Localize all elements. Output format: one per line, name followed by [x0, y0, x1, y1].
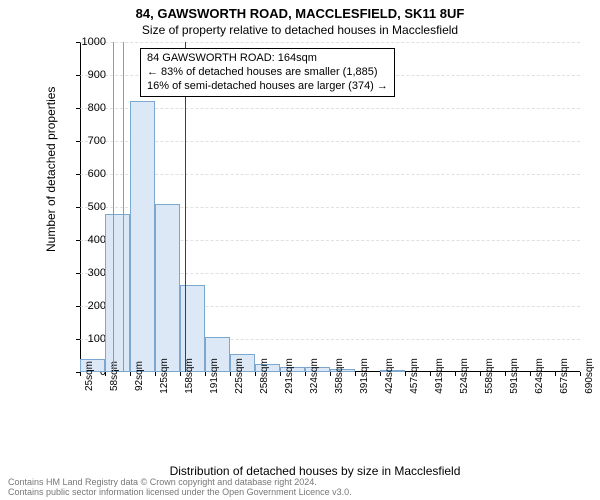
- xtick-label: 457sqm: [409, 358, 420, 394]
- footer-attribution: Contains HM Land Registry data © Crown c…: [8, 478, 352, 498]
- xtick-mark: [305, 372, 306, 376]
- histogram-bar: [130, 101, 155, 372]
- xtick-mark: [180, 372, 181, 376]
- xtick-mark: [205, 372, 206, 376]
- ytick-label: 600: [76, 168, 106, 180]
- xtick-label: 624sqm: [534, 358, 545, 394]
- xtick-label: 491sqm: [434, 358, 445, 394]
- gridline: [80, 108, 580, 109]
- histogram-bar: [155, 204, 180, 372]
- xtick-mark: [480, 372, 481, 376]
- chart-area: Number of detached properties 0100200300…: [50, 42, 580, 422]
- xtick-mark: [280, 372, 281, 376]
- xtick-mark: [455, 372, 456, 376]
- xtick-mark: [330, 372, 331, 376]
- title-sub: Size of property relative to detached ho…: [0, 21, 600, 37]
- ytick-label: 1000: [76, 36, 106, 48]
- xtick-mark: [230, 372, 231, 376]
- xtick-label: 291sqm: [284, 358, 295, 394]
- xtick-mark: [355, 372, 356, 376]
- xtick-mark: [380, 372, 381, 376]
- xtick-label: 391sqm: [359, 358, 370, 394]
- ytick-label: 800: [76, 102, 106, 114]
- xtick-label: 125sqm: [159, 358, 170, 394]
- title-main: 84, GAWSWORTH ROAD, MACCLESFIELD, SK11 8…: [0, 0, 600, 21]
- gridline: [80, 42, 580, 43]
- xtick-mark: [555, 372, 556, 376]
- ytick-label: 900: [76, 69, 106, 81]
- xtick-mark: [255, 372, 256, 376]
- xtick-mark: [155, 372, 156, 376]
- xtick-mark: [530, 372, 531, 376]
- xtick-label: 524sqm: [459, 358, 470, 394]
- xtick-label: 25sqm: [84, 361, 95, 391]
- xtick-label: 591sqm: [509, 358, 520, 394]
- xtick-mark: [405, 372, 406, 376]
- gridline: [80, 174, 580, 175]
- xtick-label: 225sqm: [234, 358, 245, 394]
- y-axis-label: Number of detached properties: [44, 87, 58, 252]
- xtick-mark: [505, 372, 506, 376]
- xtick-label: 258sqm: [259, 358, 270, 394]
- ytick-label: 700: [76, 135, 106, 147]
- gridline: [80, 141, 580, 142]
- ytick-label: 100: [76, 333, 106, 345]
- annotation-line: ← 83% of detached houses are smaller (1,…: [147, 66, 388, 80]
- xtick-label: 92sqm: [134, 361, 145, 391]
- xtick-label: 690sqm: [584, 358, 595, 394]
- plot-area: 0100200300400500600700800900100025sqm58s…: [80, 42, 580, 372]
- histogram-bar: [105, 214, 130, 372]
- xtick-label: 424sqm: [384, 358, 395, 394]
- xtick-mark: [80, 372, 81, 376]
- xtick-label: 358sqm: [334, 358, 345, 394]
- xtick-label: 191sqm: [209, 358, 220, 394]
- annotation-line: 84 GAWSWORTH ROAD: 164sqm: [147, 52, 388, 66]
- xtick-mark: [105, 372, 106, 376]
- ytick-label: 400: [76, 234, 106, 246]
- ytick-label: 300: [76, 267, 106, 279]
- annotation-line: 16% of semi-detached houses are larger (…: [147, 80, 388, 94]
- ytick-label: 200: [76, 300, 106, 312]
- ytick-label: 500: [76, 201, 106, 213]
- xtick-label: 324sqm: [309, 358, 320, 394]
- xtick-mark: [580, 372, 581, 376]
- annotation-box: 84 GAWSWORTH ROAD: 164sqm← 83% of detach…: [140, 48, 395, 97]
- xtick-label: 657sqm: [559, 358, 570, 394]
- xtick-mark: [430, 372, 431, 376]
- x-axis-label: Distribution of detached houses by size …: [50, 464, 580, 478]
- xtick-label: 58sqm: [109, 361, 120, 391]
- reference-line: [113, 42, 114, 372]
- xtick-mark: [130, 372, 131, 376]
- xtick-label: 558sqm: [484, 358, 495, 394]
- footer-line-2: Contains public sector information licen…: [8, 488, 352, 498]
- reference-line: [123, 42, 124, 372]
